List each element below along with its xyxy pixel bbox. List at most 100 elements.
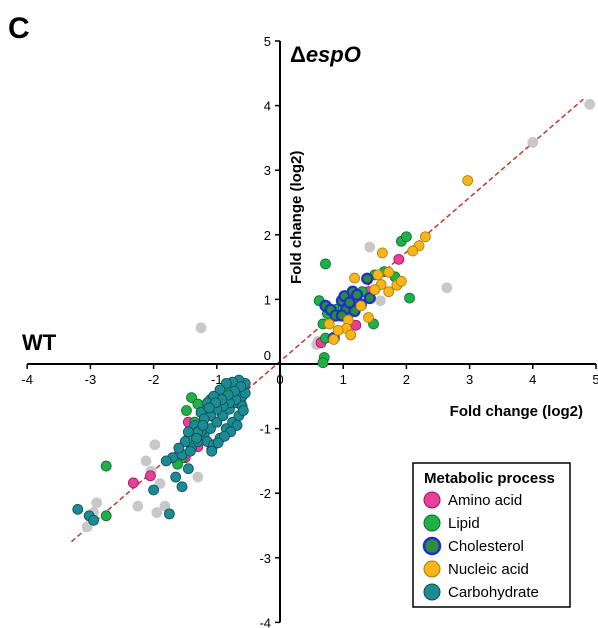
data-point-lipid <box>100 460 112 472</box>
data-point-other <box>584 98 596 110</box>
data-point-carbohydrate <box>231 419 243 431</box>
data-point-other <box>375 295 386 307</box>
y-axis-title: Fold change (log2) <box>288 151 305 284</box>
x-tick-label: 2 <box>403 372 410 387</box>
data-point-other <box>149 439 161 451</box>
data-point-other <box>151 507 163 518</box>
y-tick-label: 2 <box>264 228 271 243</box>
y-tick: -1 <box>259 422 280 437</box>
x-tick: -1 <box>211 364 223 387</box>
data-point-other <box>441 282 453 294</box>
data-point-nucleic-acid <box>376 247 388 259</box>
data-point-lipid <box>400 231 412 243</box>
data-point-nucleic-acid <box>332 325 344 336</box>
series-carbohydrate <box>72 374 251 526</box>
x-tick-label: -2 <box>148 372 160 387</box>
legend-swatch <box>423 491 441 509</box>
data-point-carbohydrate <box>182 426 194 438</box>
data-point-nucleic-acid <box>419 231 431 243</box>
data-point-carbohydrate <box>176 481 188 493</box>
x-tick: -3 <box>85 364 97 387</box>
data-point-carbohydrate <box>220 377 232 389</box>
legend-label: Cholesterol <box>448 538 524 555</box>
legend-swatch <box>423 583 441 601</box>
x-tick-label: 5 <box>592 372 598 387</box>
data-point-carbohydrate <box>179 436 191 447</box>
y-tick: 2 <box>264 228 280 243</box>
x-tick-label: -3 <box>85 372 97 387</box>
data-point-carbohydrate <box>88 514 99 526</box>
y-tick-label: -3 <box>259 551 271 566</box>
data-point-nucleic-acid <box>383 266 395 278</box>
data-point-lipid <box>181 405 192 416</box>
y-side-label-italic: espO <box>306 42 361 67</box>
data-point-nucleic-acid <box>355 300 367 312</box>
data-point-carbohydrate <box>203 402 215 414</box>
panel-letter: C <box>8 12 30 45</box>
x-tick: 3 <box>466 364 473 387</box>
data-point-nucleic-acid <box>395 275 407 287</box>
y-tick-label: 3 <box>264 163 271 178</box>
legend-swatch <box>422 536 442 556</box>
x-side-label: WT <box>22 330 57 355</box>
data-point-amino-acid <box>350 319 362 331</box>
data-point-carbohydrate <box>148 484 160 496</box>
data-point-amino-acid <box>145 470 156 482</box>
legend-swatch <box>423 560 441 578</box>
x-tick-label: 3 <box>466 372 473 387</box>
data-points <box>72 98 596 533</box>
data-point-amino-acid <box>127 477 139 489</box>
legend-label: Lipid <box>448 515 480 532</box>
data-point-carbohydrate <box>206 445 218 457</box>
y-tick: -2 <box>259 486 280 501</box>
data-point-carbohydrate <box>72 503 84 515</box>
series-nucleic-acid <box>323 175 474 345</box>
legend-items: Amino acid Lipid Cholesterol Nucleic acid Ca… <box>422 491 539 601</box>
data-point-other <box>364 241 376 253</box>
x-tick: 2 <box>403 364 410 387</box>
data-point-carbohydrate <box>184 445 196 457</box>
data-point-carbohydrate <box>173 442 185 454</box>
data-point-lipid <box>320 258 331 270</box>
data-point-carbohydrate <box>182 463 194 475</box>
y-tick-label: 5 <box>264 34 271 49</box>
data-point-other <box>192 471 204 483</box>
y-tick: -4 <box>259 615 280 628</box>
data-point-nucleic-acid <box>323 318 335 330</box>
data-point-amino-acid <box>393 253 405 265</box>
legend-item: Nucleic acid <box>423 560 529 578</box>
legend-label: Nucleic acid <box>448 561 529 578</box>
data-point-nucleic-acid <box>369 284 381 296</box>
data-point-other <box>527 137 539 148</box>
y-tick: -3 <box>259 551 280 566</box>
data-point-nucleic-acid <box>372 269 384 281</box>
legend-item: Carbohydrate <box>423 583 539 601</box>
x-tick-label: 4 <box>529 372 536 387</box>
x-ticks: -4 -3 -2 -1 0 1 2 3 4 5 <box>21 364 598 387</box>
data-point-carbohydrate <box>212 437 224 449</box>
x-axis-title: Fold change (log2) <box>450 403 583 420</box>
x-tick: 0 <box>276 364 284 387</box>
x-tick: -4 <box>21 364 33 387</box>
x-tick: -2 <box>148 364 160 387</box>
x-tick: 5 <box>592 364 598 387</box>
data-point-carbohydrate <box>160 455 172 467</box>
y-tick: 3 <box>264 163 280 178</box>
data-point-lipid <box>100 510 112 522</box>
data-point-other <box>154 478 166 489</box>
legend-item: Cholesterol <box>422 536 524 556</box>
y-tick-label: 1 <box>264 292 271 307</box>
data-point-carbohydrate <box>237 405 249 416</box>
legend-label: Amino acid <box>448 492 522 509</box>
axes <box>27 41 596 623</box>
y-tick: 1 <box>264 292 280 307</box>
data-point-cholesterol <box>363 292 376 305</box>
data-point-other <box>132 500 144 512</box>
data-point-nucleic-acid <box>349 272 360 284</box>
y-ticks: -4 -3 -2 -1 1 2 3 4 5 0 <box>259 34 280 628</box>
data-point-cholesterol <box>361 272 374 285</box>
data-point-carbohydrate <box>218 430 230 442</box>
data-point-other <box>91 497 103 509</box>
data-point-other <box>81 521 93 533</box>
y-tick: 5 <box>264 34 280 49</box>
